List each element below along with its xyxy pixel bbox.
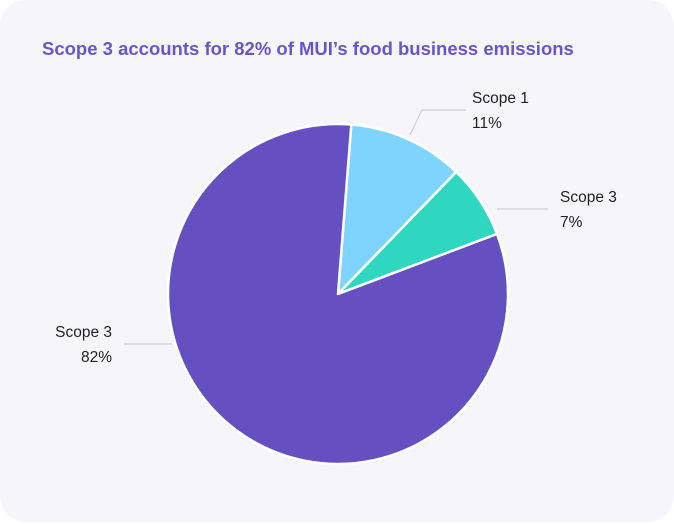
leader-line-1 xyxy=(409,109,466,136)
slice-label-1: Scope 1 xyxy=(472,90,529,107)
slice-value-2: 7% xyxy=(560,214,583,231)
pie-slice-1 xyxy=(336,123,458,296)
chart-title: Scope 3 accounts for 82% of MUI’s food b… xyxy=(42,38,574,59)
slice-label-2: Scope 3 xyxy=(560,189,617,206)
slice-label-3: Scope 3 xyxy=(55,324,112,341)
pie-slice-3 xyxy=(166,122,510,466)
slice-value-3: 82% xyxy=(81,349,112,366)
slice-value-1: 11% xyxy=(472,115,502,132)
